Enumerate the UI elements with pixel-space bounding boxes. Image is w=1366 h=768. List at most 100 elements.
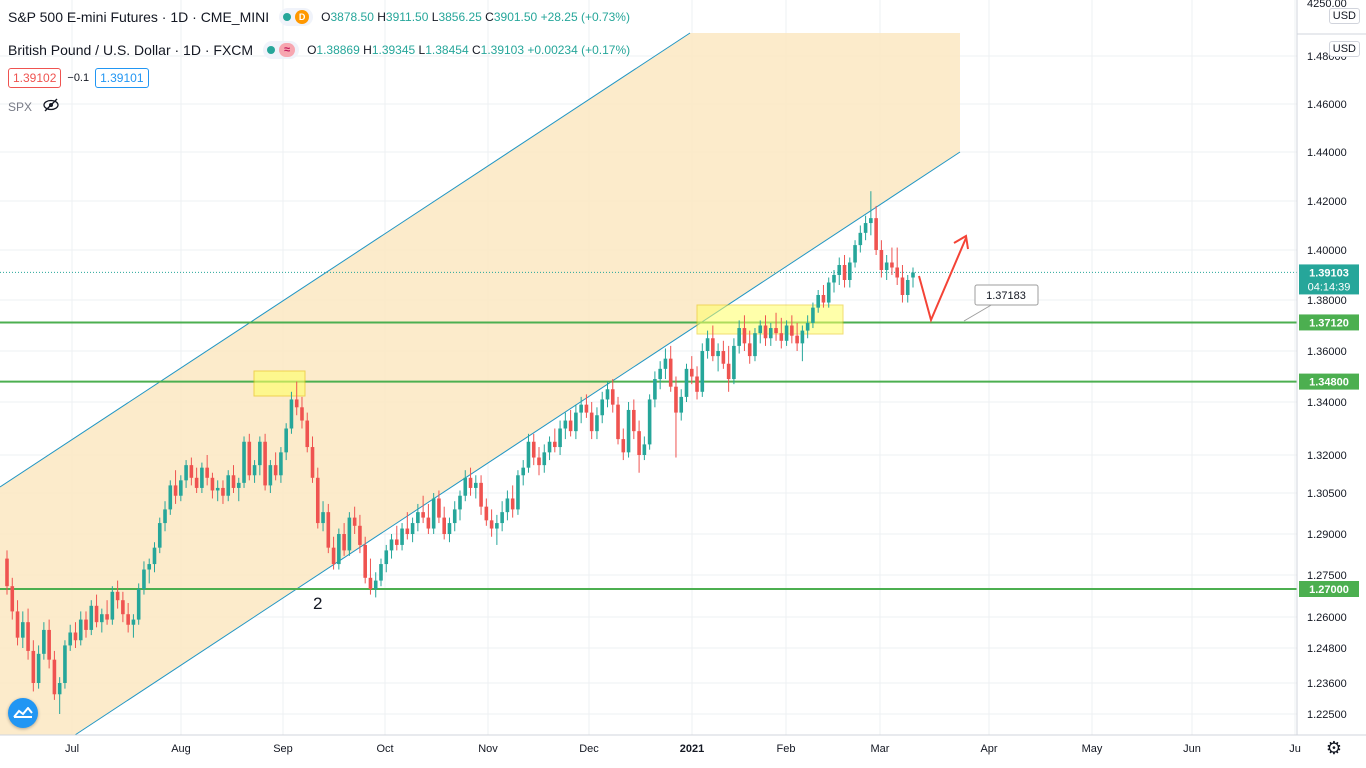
candle bbox=[795, 322, 799, 351]
candle bbox=[474, 475, 478, 499]
candle-body bbox=[484, 506, 489, 521]
candle bbox=[879, 240, 884, 278]
delayed-badge: D bbox=[295, 10, 310, 24]
tradingview-logo[interactable] bbox=[8, 698, 38, 728]
candle-body bbox=[147, 564, 152, 570]
candle-body bbox=[10, 586, 15, 612]
currency-label-spx[interactable]: USD bbox=[1328, 8, 1360, 24]
currency-label-main[interactable]: USD bbox=[1328, 41, 1360, 57]
candle-body bbox=[821, 295, 826, 303]
candle-body bbox=[531, 441, 536, 458]
level-price-label: 1.27000 bbox=[1309, 584, 1349, 596]
candle-body bbox=[626, 409, 631, 453]
candle bbox=[768, 322, 773, 346]
candle bbox=[890, 247, 894, 275]
candle bbox=[263, 433, 267, 491]
candle-body bbox=[474, 482, 478, 488]
candle-body bbox=[15, 611, 20, 638]
candle bbox=[726, 345, 731, 392]
candle bbox=[753, 328, 757, 362]
candle bbox=[605, 381, 610, 408]
candle-body bbox=[495, 523, 499, 529]
candle-body bbox=[516, 475, 520, 510]
candle bbox=[15, 600, 20, 646]
legend-row-spx[interactable]: S&P 500 E-mini Futures · 1D · CME_MINI D… bbox=[8, 8, 630, 26]
candle-body bbox=[689, 368, 694, 377]
candle-body bbox=[168, 485, 173, 510]
candle-body bbox=[389, 539, 394, 551]
candle bbox=[563, 412, 568, 440]
candle-body bbox=[842, 265, 847, 280]
candle-body bbox=[163, 509, 167, 524]
candle-body bbox=[231, 475, 236, 488]
candle-body bbox=[179, 480, 183, 496]
candle bbox=[68, 624, 73, 651]
eye-hidden-icon[interactable] bbox=[42, 98, 60, 115]
cfd-badge: ≈ bbox=[279, 43, 296, 57]
candle bbox=[115, 580, 120, 609]
candle-body bbox=[874, 218, 878, 250]
candle bbox=[121, 591, 125, 623]
time-tick-label: Apr bbox=[980, 743, 997, 755]
candle bbox=[63, 640, 67, 689]
candle-body bbox=[779, 333, 784, 341]
time-tick-label: Aug bbox=[171, 743, 191, 755]
channel-lower-line bbox=[74, 151, 961, 736]
candle bbox=[426, 503, 431, 534]
candle-body bbox=[252, 465, 257, 476]
candle bbox=[721, 340, 726, 369]
status-pill-spx[interactable]: D bbox=[279, 8, 314, 26]
candle-body bbox=[157, 523, 162, 548]
spx-hidden-row[interactable]: SPX bbox=[8, 98, 60, 115]
candle-body bbox=[210, 477, 215, 491]
candle bbox=[210, 472, 215, 499]
buy-button[interactable]: 1.39101 bbox=[95, 68, 149, 88]
candle bbox=[194, 467, 199, 493]
candle bbox=[484, 498, 489, 526]
candle bbox=[463, 470, 468, 502]
candle bbox=[842, 255, 847, 288]
candle bbox=[421, 495, 425, 524]
candle bbox=[279, 447, 283, 483]
candle-body bbox=[632, 409, 636, 432]
gear-icon[interactable]: ⚙ bbox=[1325, 738, 1342, 758]
legend-row-gbpusd[interactable]: British Pound / U.S. Dollar · 1D · FXCM … bbox=[8, 41, 630, 59]
candle-body bbox=[115, 591, 120, 601]
candle bbox=[258, 436, 262, 476]
candle-body bbox=[31, 650, 36, 683]
candle bbox=[705, 330, 710, 359]
candle-body bbox=[568, 420, 573, 432]
candle-body bbox=[352, 517, 357, 526]
candle bbox=[173, 470, 178, 504]
candle bbox=[663, 348, 668, 380]
candle bbox=[500, 501, 504, 532]
candle bbox=[337, 528, 341, 570]
candle-body bbox=[321, 512, 325, 524]
candle bbox=[73, 622, 78, 648]
candle-body bbox=[695, 376, 699, 392]
candle-body bbox=[890, 262, 894, 268]
candle-body bbox=[542, 452, 547, 466]
candle bbox=[289, 391, 294, 434]
candle bbox=[637, 420, 641, 473]
candle-body bbox=[558, 428, 562, 448]
candle bbox=[310, 436, 315, 483]
axis-tick-label: 1.26000 bbox=[1307, 612, 1347, 624]
candle-body bbox=[431, 498, 436, 529]
candle bbox=[489, 509, 494, 537]
candle-body bbox=[526, 441, 531, 468]
candle-body bbox=[837, 265, 842, 275]
candle-body bbox=[847, 262, 852, 280]
axis-tick-label: 1.40000 bbox=[1307, 245, 1347, 257]
sell-button[interactable]: 1.39102 bbox=[8, 68, 62, 88]
candle-body bbox=[379, 564, 383, 581]
candle bbox=[437, 490, 441, 524]
candle bbox=[600, 391, 605, 424]
candle-body bbox=[795, 335, 799, 344]
candle bbox=[273, 452, 278, 481]
candle bbox=[869, 191, 873, 236]
axis-tick-label: 1.27500 bbox=[1307, 570, 1347, 582]
status-pill-gbpusd[interactable]: ≈ bbox=[263, 41, 300, 59]
candle bbox=[574, 404, 578, 440]
